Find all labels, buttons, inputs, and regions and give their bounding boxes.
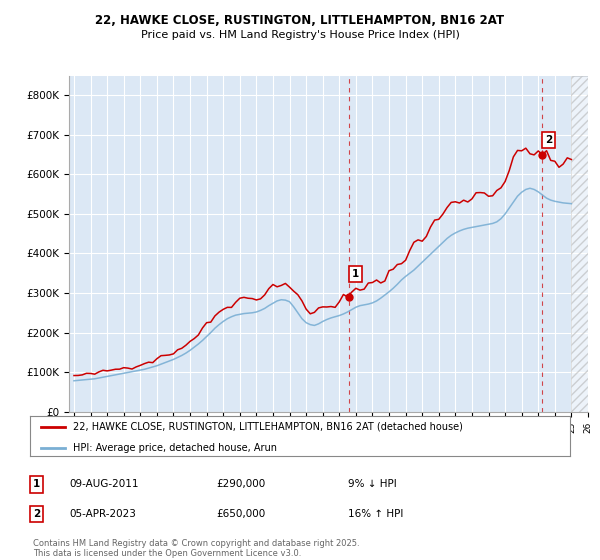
Bar <box>571 76 588 412</box>
Text: 22, HAWKE CLOSE, RUSTINGTON, LITTLEHAMPTON, BN16 2AT: 22, HAWKE CLOSE, RUSTINGTON, LITTLEHAMPT… <box>95 14 505 27</box>
Text: 22, HAWKE CLOSE, RUSTINGTON, LITTLEHAMPTON, BN16 2AT (detached house): 22, HAWKE CLOSE, RUSTINGTON, LITTLEHAMPT… <box>73 422 463 432</box>
Text: 05-APR-2023: 05-APR-2023 <box>69 509 136 519</box>
Text: 9% ↓ HPI: 9% ↓ HPI <box>348 479 397 489</box>
Text: £650,000: £650,000 <box>216 509 265 519</box>
Text: £290,000: £290,000 <box>216 479 265 489</box>
Text: 2: 2 <box>545 135 552 145</box>
Text: 1: 1 <box>352 269 359 279</box>
Text: 1: 1 <box>33 479 40 489</box>
Text: Price paid vs. HM Land Registry's House Price Index (HPI): Price paid vs. HM Land Registry's House … <box>140 30 460 40</box>
Text: 2: 2 <box>33 509 40 519</box>
Text: HPI: Average price, detached house, Arun: HPI: Average price, detached house, Arun <box>73 442 277 452</box>
Text: 16% ↑ HPI: 16% ↑ HPI <box>348 509 403 519</box>
Text: Contains HM Land Registry data © Crown copyright and database right 2025.
This d: Contains HM Land Registry data © Crown c… <box>33 539 359 558</box>
Text: 09-AUG-2011: 09-AUG-2011 <box>69 479 139 489</box>
